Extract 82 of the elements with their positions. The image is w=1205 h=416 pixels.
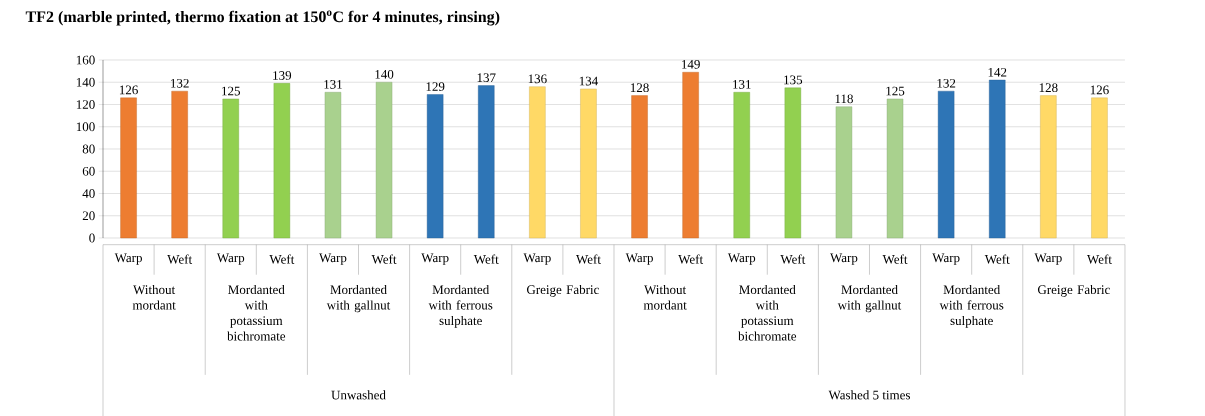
x-tick-label: Weft bbox=[1086, 254, 1112, 264]
y-tick-label: 160 bbox=[76, 55, 95, 65]
bar bbox=[324, 91, 342, 239]
data-label: 126 bbox=[119, 85, 138, 95]
text: Without mordant bbox=[643, 284, 687, 310]
data-label: 125 bbox=[222, 86, 241, 96]
y-tick-label: 100 bbox=[76, 122, 95, 132]
data-label: 126 bbox=[1090, 85, 1109, 95]
data-label: 137 bbox=[477, 73, 496, 82]
data-label: 128 bbox=[1039, 83, 1058, 92]
data-label: 129 bbox=[426, 82, 445, 91]
bar bbox=[733, 91, 750, 239]
data-label: 132 bbox=[171, 78, 189, 88]
data-label: 139 bbox=[273, 71, 292, 80]
bar bbox=[682, 71, 699, 239]
bar bbox=[580, 88, 597, 239]
x-tick-label: Warp bbox=[523, 253, 551, 265]
bar bbox=[171, 90, 188, 239]
x-tick-label: Weft bbox=[167, 254, 193, 264]
data-label: 118 bbox=[835, 94, 853, 104]
y-tick-label: 120 bbox=[76, 100, 95, 109]
bar bbox=[835, 106, 853, 239]
x-tick-label: Warp bbox=[421, 253, 449, 265]
bar bbox=[375, 81, 393, 239]
data-label: 142 bbox=[988, 67, 1007, 77]
bar bbox=[529, 86, 546, 239]
text: Mordanted with potassium bichromate bbox=[227, 284, 286, 341]
data-label: 135 bbox=[784, 75, 803, 85]
text: Greige Fabric bbox=[526, 284, 599, 297]
bar bbox=[478, 85, 495, 239]
x-tick-label: Weft bbox=[780, 254, 806, 264]
y-tick-label: 0 bbox=[89, 233, 95, 243]
bar bbox=[784, 87, 802, 239]
text: Washed 5 times bbox=[828, 390, 911, 400]
y-tick-label: 80 bbox=[82, 144, 95, 154]
text: Mordanted with gallnut bbox=[326, 284, 391, 313]
y-tick-label: 20 bbox=[82, 211, 95, 221]
bar bbox=[222, 98, 239, 239]
text: Without mordant bbox=[132, 284, 176, 310]
data-label: 131 bbox=[733, 79, 751, 89]
x-tick-label: Weft bbox=[575, 254, 601, 264]
bar bbox=[1091, 97, 1108, 239]
x-tick-label: Weft bbox=[269, 254, 295, 264]
bar bbox=[120, 97, 137, 239]
x-tick-label: Weft bbox=[882, 254, 908, 264]
x-tick-label: Weft bbox=[984, 254, 1010, 264]
data-label: 136 bbox=[528, 74, 547, 84]
x-tick-label: Weft bbox=[678, 254, 704, 264]
text: Greige Fabric bbox=[1037, 284, 1110, 297]
text: Mordanted with ferrous sulphate bbox=[428, 284, 493, 328]
data-label: 128 bbox=[630, 83, 649, 92]
text: Mordanted with gallnut bbox=[837, 284, 902, 313]
y-tick-label: 60 bbox=[82, 166, 95, 176]
bar bbox=[937, 90, 955, 239]
bar bbox=[1040, 95, 1057, 239]
chart-title: TF2 (marble printed, thermo fixation at 150$^{o}$C for 4 minutes, rinsing) bbox=[25, 10, 500, 26]
bar bbox=[426, 94, 444, 239]
bar bbox=[886, 98, 904, 239]
x-tick-label: Warp bbox=[319, 253, 347, 265]
x-tick-label: Weft bbox=[473, 254, 499, 264]
data-label: 149 bbox=[682, 59, 700, 69]
x-tick-label: Warp bbox=[114, 253, 142, 265]
bar bbox=[989, 79, 1006, 239]
data-label: 125 bbox=[886, 86, 905, 96]
x-tick-label: Warp bbox=[625, 253, 653, 265]
data-label: 140 bbox=[375, 69, 394, 79]
text: Mordanted with potassium bichromate bbox=[738, 284, 797, 341]
bar bbox=[631, 95, 648, 239]
text: Unwashed bbox=[331, 390, 386, 400]
x-tick-label: Warp bbox=[830, 253, 858, 265]
x-tick-label: Warp bbox=[932, 253, 960, 265]
data-label: 131 bbox=[324, 79, 342, 89]
x-tick-label: Warp bbox=[216, 253, 245, 265]
data-label: 132 bbox=[937, 78, 956, 88]
text: Mordanted with ferrous sulphate bbox=[939, 284, 1004, 328]
x-tick-label: Weft bbox=[371, 254, 397, 264]
data-label: 134 bbox=[579, 76, 598, 86]
bar bbox=[273, 83, 291, 239]
y-tick-label: 140 bbox=[76, 77, 95, 87]
y-tick-label: 40 bbox=[82, 189, 95, 198]
x-tick-label: Warp bbox=[727, 253, 756, 265]
x-tick-label: Warp bbox=[1034, 253, 1062, 265]
